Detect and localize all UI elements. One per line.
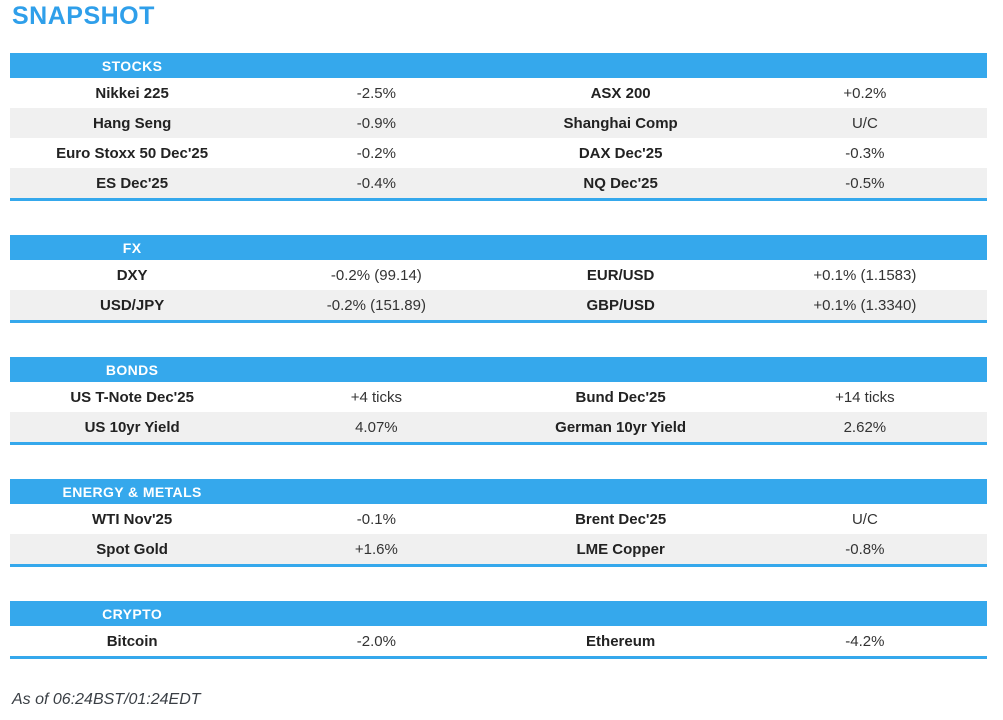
instrument-value: U/C [851,510,878,528]
table-row: Bitcoin -2.0% Ethereum -4.2% [10,626,987,656]
instrument-value: +0.2% [843,84,887,102]
table-row: DXY -0.2% (99.14) EUR/USD +0.1% (1.1583) [10,260,987,290]
table-row: Nikkei 225 -2.5% ASX 200 +0.2% [10,78,987,108]
instrument-value: -0.5% [845,174,885,192]
instrument-label: Shanghai Comp [563,114,678,132]
section-header-bar: ENERGY & METALS [10,479,987,504]
instrument-label: LME Copper [576,540,665,558]
instrument-label: US 10yr Yield [84,418,180,436]
instrument-label: Euro Stoxx 50 Dec'25 [56,144,209,162]
instrument-label: Spot Gold [96,540,168,558]
table-row: ES Dec'25 -0.4% NQ Dec'25 -0.5% [10,168,987,198]
instrument-value: -0.2% (151.89) [326,296,426,314]
instrument-label: US T-Note Dec'25 [70,388,194,406]
instrument-label: GBP/USD [586,296,655,314]
instrument-value: -0.3% [845,144,885,162]
instrument-value: -2.0% [356,632,396,650]
section-header-label: ENERGY & METALS [62,483,202,500]
table-row: Spot Gold +1.6% LME Copper -0.8% [10,534,987,564]
instrument-value: -2.5% [356,84,396,102]
instrument-label: Bund Dec'25 [575,388,666,406]
instrument-value: -0.2% (99.14) [330,266,422,284]
instrument-value: -0.8% [845,540,885,558]
section-crypto: CRYPTO Bitcoin -2.0% Ethereum -4.2% [10,601,987,659]
table-row: US T-Note Dec'25 +4 ticks Bund Dec'25 +14 t… [10,382,987,412]
instrument-label: Brent Dec'25 [575,510,667,528]
as-of-timestamp: As of 06:24BST/01:24EDT [12,691,201,708]
table-row: WTI Nov'25 -0.1% Brent Dec'25 U/C [10,504,987,534]
instrument-value: U/C [851,114,878,132]
instrument-label: EUR/USD [586,266,655,284]
instrument-value: -4.2% [845,632,885,650]
section-energy-metals: ENERGY & METALS WTI Nov'25 -0.1% Brent Dec'… [10,479,987,567]
market-table: STOCKS Nikkei 225 -2.5% ASX 200 +0.2% Hang Se… [10,53,987,693]
section-header-bar: STOCKS [10,53,987,78]
instrument-label: USD/JPY [100,296,165,314]
instrument-value: -0.1% [356,510,396,528]
page-title: SNAPSHOT [12,2,155,30]
table-row: Euro Stoxx 50 Dec'25 -0.2% DAX Dec'25 -0.3% [10,138,987,168]
section-header-label: CRYPTO [102,605,163,622]
section-header-bar: CRYPTO [10,601,987,626]
instrument-value: -0.2% [356,144,396,162]
section-header-bar: BONDS [10,357,987,382]
instrument-value: -0.4% [356,174,396,192]
instrument-label: DAX Dec'25 [578,144,663,162]
section-header-bar: FX [10,235,987,260]
instrument-value: +0.1% (1.3340) [813,296,917,314]
section-stocks: STOCKS Nikkei 225 -2.5% ASX 200 +0.2% Hang Se… [10,53,987,201]
instrument-value: +1.6% [354,540,398,558]
instrument-label: Bitcoin [106,632,158,650]
instrument-value: +0.1% (1.1583) [813,266,917,284]
instrument-value: +14 ticks [835,388,895,406]
section-header-label: STOCKS [101,57,163,74]
table-row: US 10yr Yield 4.07% German 10yr Yield 2.62% [10,412,987,442]
instrument-label: Nikkei 225 [95,84,169,102]
instrument-label: Hang Seng [92,114,172,132]
instrument-label: ASX 200 [590,84,651,102]
instrument-value: 4.07% [355,418,398,436]
instrument-label: DXY [116,266,148,284]
table-row: Hang Seng -0.9% Shanghai Comp U/C [10,108,987,138]
table-row: USD/JPY -0.2% (151.89) GBP/USD +0.1% (1.334… [10,290,987,320]
instrument-label: ES Dec'25 [96,174,169,192]
instrument-label: WTI Nov'25 [92,510,173,528]
instrument-value: 2.62% [843,418,887,436]
section-header-label: BONDS [105,361,159,378]
instrument-value: +4 ticks [350,388,403,406]
instrument-value: -0.9% [356,114,396,132]
section-bonds: BONDS US T-Note Dec'25 +4 ticks Bund Dec'25… [10,357,987,445]
instrument-label: Ethereum [586,632,656,650]
instrument-label: NQ Dec'25 [583,174,658,192]
section-header-label: FX [122,239,142,256]
section-fx: FX DXY -0.2% (99.14) EUR/USD +0.1% (1.1583) U… [10,235,987,323]
instrument-label: German 10yr Yield [555,418,687,436]
